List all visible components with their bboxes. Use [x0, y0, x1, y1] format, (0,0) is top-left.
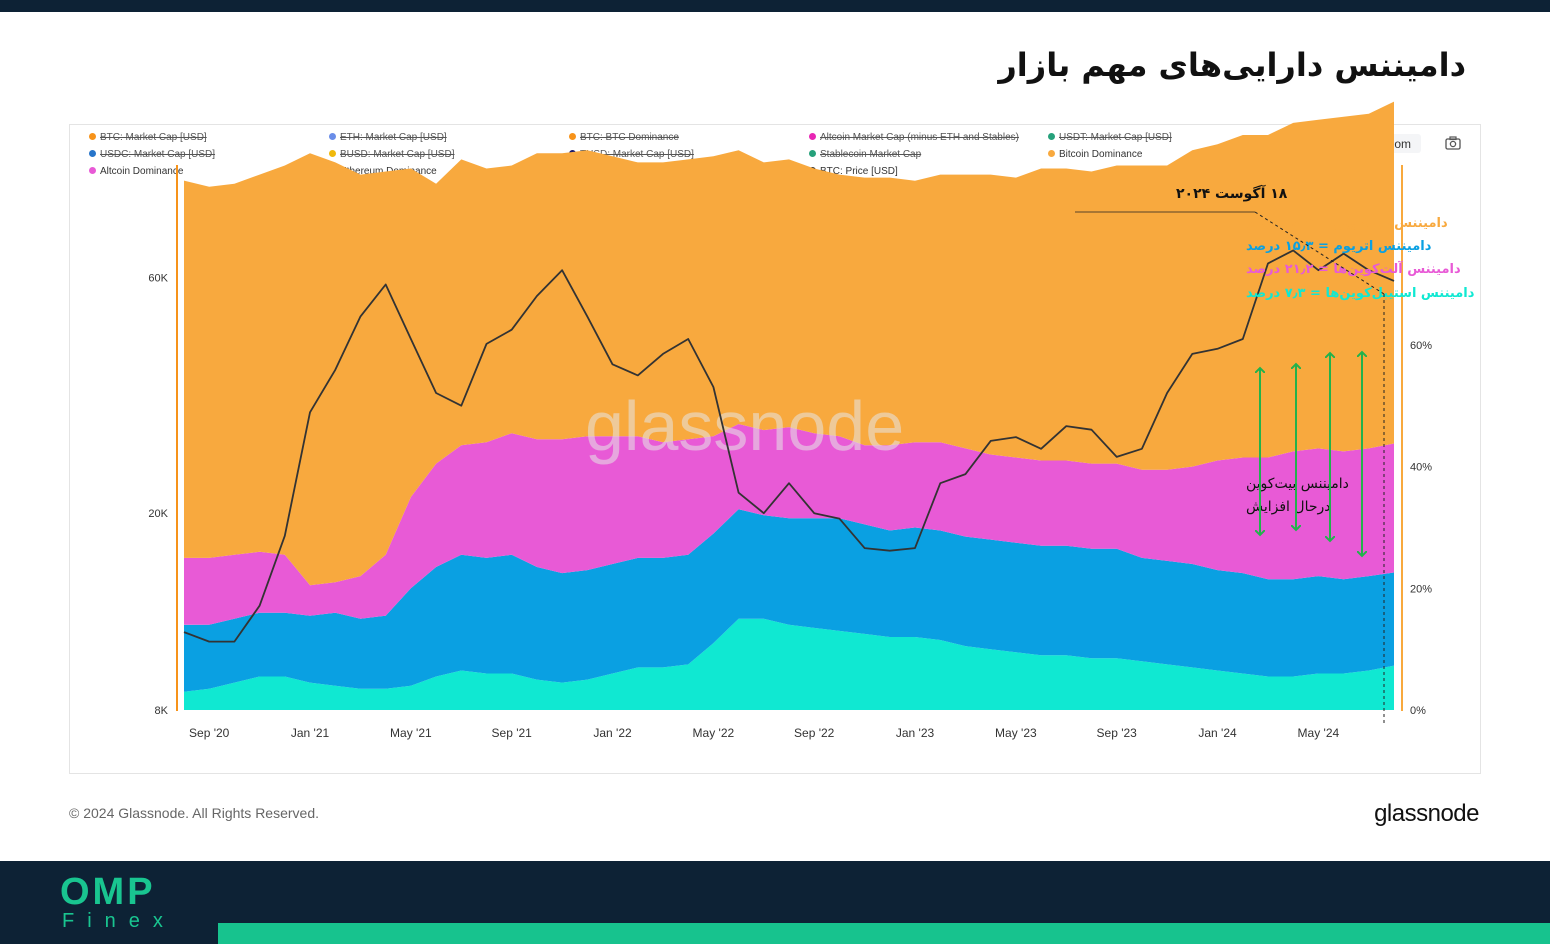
legend-dot-icon: [89, 149, 96, 157]
legend-item[interactable]: Bitcoin Dominance: [1048, 149, 1142, 160]
legend-label: TUSD: Market Cap [USD]: [580, 149, 694, 160]
legend-item[interactable]: BTC: Market Cap [USD]: [89, 132, 207, 143]
legend-dot-icon: [569, 132, 576, 140]
legend-item[interactable]: BTC: BTC Dominance: [569, 132, 679, 143]
legend-label: Bitcoin Dominance: [1059, 149, 1143, 160]
legend-dot-icon: [89, 166, 96, 174]
top-bar: [0, 0, 1550, 12]
legend-item[interactable]: Ethereum Dominance: [329, 166, 437, 177]
legend-label: Altcoin Dominance: [100, 166, 184, 177]
legend-item[interactable]: BTC: Price [USD]: [809, 166, 898, 177]
legend-dot-icon: [809, 166, 816, 174]
legend-label: Altcoin Market Cap (minus ETH and Stable…: [820, 132, 1019, 143]
legend-label: Ethereum Dominance: [340, 166, 437, 177]
legend-item[interactable]: TUSD: Market Cap [USD]: [569, 149, 694, 160]
legend-dot-icon: [809, 132, 816, 140]
legend-dot-icon: [1048, 149, 1055, 157]
glassnode-logo[interactable]: glassnode: [1374, 800, 1479, 827]
copyright-text: © 2024 Glassnode. All Rights Reserved.: [69, 805, 320, 821]
brand-logo-top: OMP: [60, 871, 156, 913]
legend-dot-icon: [569, 149, 576, 157]
legend-dot-icon: [89, 132, 96, 140]
legend-dot-icon: [329, 132, 336, 140]
legend-item[interactable]: Altcoin Market Cap (minus ETH and Stable…: [809, 132, 1019, 143]
legend-item[interactable]: BUSD: Market Cap [USD]: [329, 149, 454, 160]
legend-item[interactable]: USDT: Market Cap [USD]: [1048, 132, 1172, 143]
legend-dot-icon: [1048, 132, 1055, 140]
legend-dot-icon: [569, 166, 576, 174]
page-title: دامیننس دارایی‌های مهم بازار: [998, 46, 1466, 84]
legend-item[interactable]: Stablecoin Market Cap: [809, 149, 921, 160]
legend-label: BTC: BTC Dominance: [580, 132, 679, 143]
legend-label: BUSD: Market Cap [USD]: [340, 149, 455, 160]
brand-logo-bottom: Finex: [62, 910, 176, 932]
legend-dot-icon: [809, 149, 816, 157]
legend-label: USDC: Market Cap [USD]: [100, 149, 216, 160]
chart-frame: [69, 124, 1481, 774]
accent-bar: [218, 923, 1550, 944]
legend-dot-icon: [329, 166, 336, 174]
legend-label: BTC: Market Cap [USD]: [100, 132, 207, 143]
legend-label: Stablecoin Dominance: [580, 166, 681, 177]
legend-item[interactable]: ETH: Market Cap [USD]: [329, 132, 447, 143]
legend-dot-icon: [329, 149, 336, 157]
legend-label: USDT: Market Cap [USD]: [1059, 132, 1172, 143]
legend-label: BTC: Price [USD]: [820, 166, 898, 177]
legend-item[interactable]: Stablecoin Dominance: [569, 166, 680, 177]
legend-item[interactable]: USDC: Market Cap [USD]: [89, 149, 215, 160]
legend-label: Stablecoin Market Cap: [820, 149, 922, 160]
camera-icon[interactable]: [1444, 134, 1462, 152]
legend-item[interactable]: Altcoin Dominance: [89, 166, 183, 177]
legend-label: ETH: Market Cap [USD]: [340, 132, 447, 143]
reset-zoom-button[interactable]: Reset zoom: [1337, 134, 1421, 153]
